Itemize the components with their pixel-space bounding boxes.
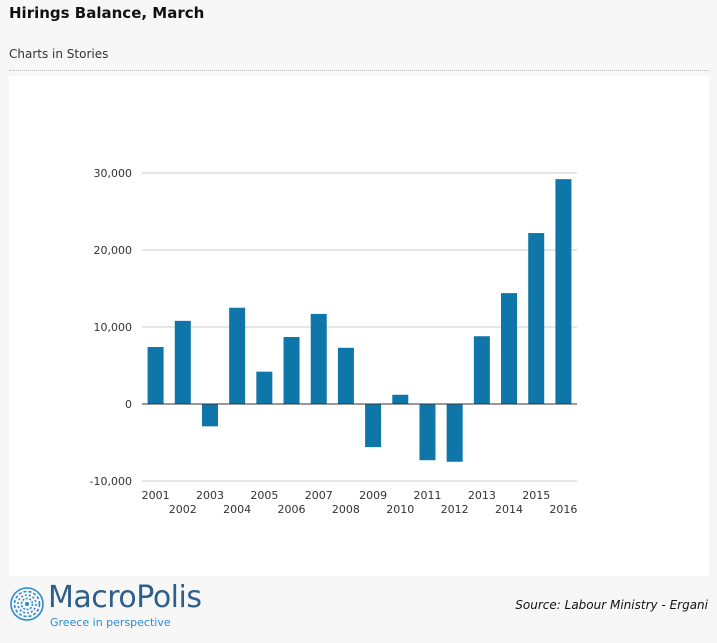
y-tick-label: 20,000 <box>94 244 133 257</box>
x-tick-label: 2001 <box>142 489 170 502</box>
x-tick-label: 2009 <box>359 489 387 502</box>
bar-2006 <box>283 337 300 404</box>
section-subtitle[interactable]: Charts in Stories <box>9 47 109 61</box>
bar-2011 <box>419 404 436 461</box>
x-tick-label: 2014 <box>495 503 523 516</box>
bar-2008 <box>337 347 354 404</box>
x-tick-label: 2008 <box>332 503 360 516</box>
x-tick-label: 2005 <box>250 489 278 502</box>
logo-tagline: Greece in perspective <box>50 616 171 629</box>
x-tick-label: 2010 <box>386 503 414 516</box>
bar-2015 <box>528 233 545 404</box>
bar-2013 <box>473 336 490 404</box>
y-tick-label: 0 <box>125 398 132 411</box>
x-tick-label: 2013 <box>468 489 496 502</box>
bar-2005 <box>256 371 273 404</box>
bar-2014 <box>501 293 518 404</box>
bar-2004 <box>229 307 246 404</box>
x-tick-label: 2006 <box>278 503 306 516</box>
y-tick-label: -10,000 <box>90 475 132 488</box>
x-tick-label: 2011 <box>413 489 441 502</box>
chart-title: Hirings Balance, March <box>9 4 205 22</box>
divider <box>9 70 709 71</box>
bar-2012 <box>446 404 463 462</box>
x-tick-label: 2015 <box>522 489 550 502</box>
x-tick-label: 2002 <box>169 503 197 516</box>
bar-2002 <box>174 320 191 404</box>
y-tick-label: 10,000 <box>94 321 133 334</box>
bar-2016 <box>555 179 572 404</box>
bar-2010 <box>392 394 409 404</box>
x-tick-label: 2016 <box>549 503 577 516</box>
source-note: Source: Labour Ministry - Ergani <box>515 598 708 612</box>
chart-panel: 30,000 20,000 10,000 0 -10,000 2001 2002 2003 20… <box>9 76 709 576</box>
macropolis-logo[interactable]: MacroPolis Greece in perspective <box>10 580 220 636</box>
logo-wordmark: MacroPolis <box>48 580 202 615</box>
bar-2007 <box>310 313 327 404</box>
y-tick-label: 30,000 <box>94 167 133 180</box>
x-tick-label: 2003 <box>196 489 224 502</box>
bar-chart: 30,00020,00010,0000-10,00020012002200320… <box>90 167 578 516</box>
bar-2003 <box>201 404 218 427</box>
x-tick-label: 2012 <box>441 503 469 516</box>
logo-spiral-icon <box>10 587 44 621</box>
x-tick-label: 2004 <box>223 503 251 516</box>
x-tick-label: 2007 <box>305 489 333 502</box>
bar-2001 <box>147 347 164 404</box>
bar-2009 <box>365 404 382 448</box>
